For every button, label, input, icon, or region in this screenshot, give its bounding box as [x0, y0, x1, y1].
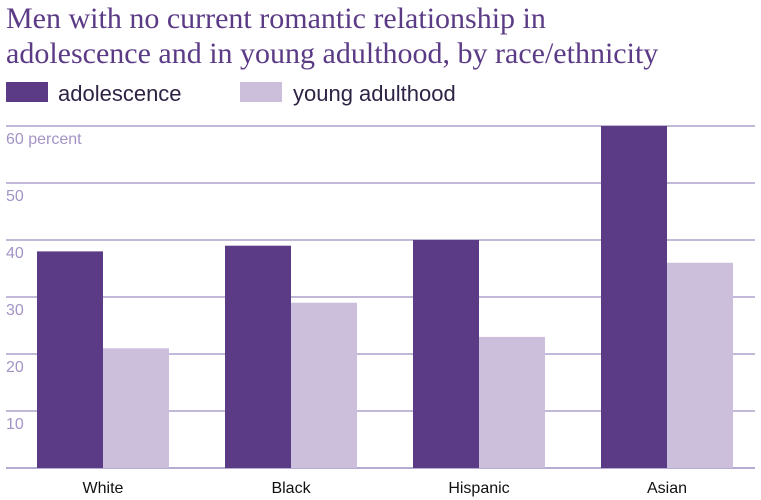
- chart-title-line-1: Men with no current romantic relationshi…: [6, 2, 546, 35]
- chart-title-line-2: adolescence and in young adulthood, by r…: [6, 37, 658, 70]
- x-tick-label-asian: Asian: [647, 480, 687, 497]
- bar-black-young-adulthood: [291, 302, 357, 468]
- bar-hispanic-young-adulthood: [479, 336, 545, 468]
- bar-white-young-adulthood: [103, 348, 169, 468]
- y-tick-label-50: 50: [6, 188, 24, 205]
- y-axis-tick-labels: 60 percent 10 20 30 40 50: [6, 131, 82, 433]
- y-tick-label-30: 30: [6, 302, 24, 319]
- bar-asian-young-adulthood: [667, 262, 733, 468]
- bar-white-adolescence: [37, 251, 103, 468]
- x-tick-label-hispanic: Hispanic: [448, 480, 509, 497]
- y-tick-label-20: 20: [6, 359, 24, 376]
- y-tick-label-60: 60 percent: [6, 131, 82, 148]
- bar-black-adolescence: [225, 245, 291, 468]
- x-tick-label-white: White: [83, 480, 124, 497]
- bar-hispanic-adolescence: [413, 240, 479, 468]
- bar-asian-adolescence: [601, 126, 667, 468]
- bars: [37, 126, 733, 468]
- legend-label-young-adulthood: young adulthood: [293, 81, 456, 106]
- chart-legend: adolescence young adulthood: [6, 81, 456, 106]
- x-tick-label-black: Black: [271, 480, 311, 497]
- x-axis-category-labels: White Black Hispanic Asian: [83, 480, 687, 497]
- legend-swatch-adolescence: [6, 82, 48, 102]
- y-tick-label-10: 10: [6, 416, 24, 433]
- chart-title: Men with no current romantic relationshi…: [6, 2, 658, 70]
- legend-label-adolescence: adolescence: [58, 81, 182, 106]
- legend-swatch-young-adulthood: [240, 82, 282, 102]
- y-tick-label-40: 40: [6, 245, 24, 262]
